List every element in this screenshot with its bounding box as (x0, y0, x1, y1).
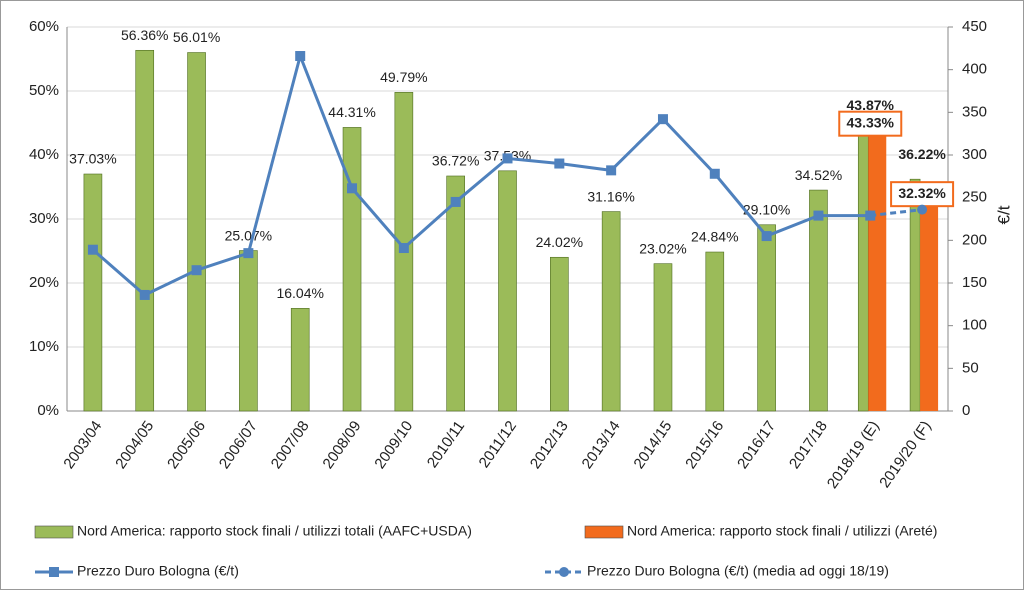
y-tick-label: 10% (29, 338, 59, 355)
bar (290, 308, 310, 412)
marker (709, 168, 720, 179)
marker (450, 196, 461, 207)
y2-tick-label: 300 (962, 146, 987, 163)
bar (446, 175, 465, 412)
bar (653, 263, 673, 412)
legend-swatch (584, 525, 624, 539)
y2-tick-label: 450 (962, 18, 987, 35)
marker (657, 114, 668, 125)
legend-label: Nord America: rapporto stock finali / ut… (77, 523, 472, 539)
data-label: 34.52% (795, 167, 842, 183)
bar (868, 133, 887, 412)
data-label: 36.72% (432, 153, 479, 169)
data-label: 23.02% (639, 240, 686, 256)
bar (857, 129, 869, 412)
bar (601, 211, 621, 412)
data-label: 37.03% (69, 151, 116, 167)
marker (813, 210, 824, 221)
legend-swatch (34, 525, 74, 539)
data-label: 32.32% (898, 185, 946, 201)
line (870, 208, 923, 218)
bar (920, 204, 939, 411)
data-label: 36.22% (898, 146, 946, 162)
legend-label: Prezzo Duro Bologna (€/t) (media ad oggi… (587, 563, 889, 579)
marker (139, 289, 150, 300)
legend-marker (49, 567, 59, 577)
y2-tick-label: 350 (962, 103, 987, 120)
line (91, 51, 871, 297)
marker (87, 244, 98, 255)
data-label: 29.10% (743, 201, 790, 217)
data-label: 56.36% (121, 27, 168, 43)
bar (809, 189, 828, 412)
marker (917, 204, 928, 215)
y2-tick-label: 400 (962, 61, 987, 78)
legend-label: Nord America: rapporto stock finali / ut… (627, 523, 937, 539)
data-label: 31.16% (587, 188, 634, 204)
data-label: 25.07% (225, 227, 272, 243)
bar (135, 49, 155, 412)
y2-tick-label: 200 (962, 231, 987, 248)
bar (83, 173, 103, 412)
bar (550, 256, 569, 412)
data-label-box (838, 110, 903, 137)
bar (757, 224, 776, 412)
y-tick-label: 50% (29, 82, 59, 99)
marker (191, 265, 202, 276)
y2-tick-label: 150 (962, 274, 987, 291)
bar (342, 127, 362, 412)
y2-tick-label: 0 (962, 402, 970, 419)
data-label: 16.04% (276, 285, 323, 301)
data-label: 43.87% (847, 97, 895, 113)
y2-tick-label: 50 (962, 359, 979, 376)
data-label-box (890, 181, 955, 208)
legend-marker (559, 567, 569, 577)
bar (498, 170, 517, 412)
y-tick-label: 0% (37, 402, 59, 419)
data-label: 44.31% (328, 104, 375, 120)
data-label: 24.02% (536, 234, 583, 250)
y-tick-label: 40% (29, 146, 59, 163)
y-tick-label: 60% (29, 18, 59, 35)
data-label: 43.33% (847, 114, 895, 130)
y2-tick-label: 250 (962, 189, 987, 206)
data-label: 49.79% (380, 69, 427, 85)
y2-tick-label: 100 (962, 317, 987, 334)
data-label: 56.01% (173, 29, 220, 45)
marker (347, 183, 358, 194)
marker (502, 153, 513, 164)
marker (398, 243, 409, 254)
marker (243, 248, 254, 259)
y-tick-label: 20% (29, 274, 59, 291)
y2-axis-label: €/t (994, 205, 1013, 224)
marker (761, 231, 772, 242)
marker (606, 165, 617, 176)
marker (295, 51, 306, 62)
marker (554, 158, 565, 169)
bar (909, 178, 921, 412)
legend-label: Prezzo Duro Bologna (€/t) (77, 563, 239, 579)
bar (239, 250, 258, 412)
bar (187, 52, 206, 412)
data-label: 24.84% (691, 229, 738, 245)
y-tick-label: 30% (29, 210, 59, 227)
marker (865, 210, 876, 221)
bar (705, 251, 725, 412)
